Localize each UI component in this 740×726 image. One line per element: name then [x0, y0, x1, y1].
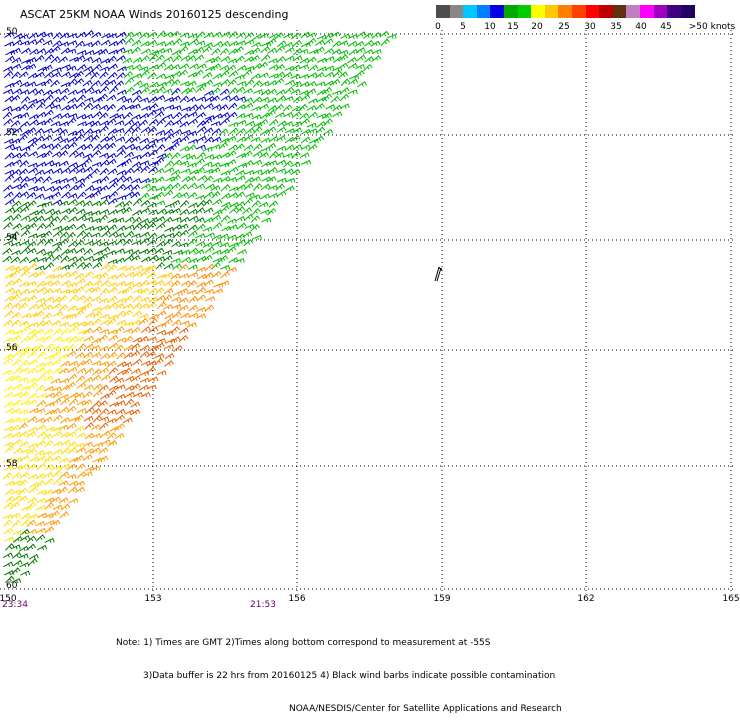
scale-swatch	[544, 5, 559, 18]
scale-swatch	[531, 5, 546, 18]
scale-label: >50 knots	[688, 22, 736, 32]
scale-swatch	[585, 5, 600, 18]
scale-label: 30	[584, 22, 596, 32]
wind-barbs	[122, 30, 397, 270]
scale-swatch	[463, 5, 478, 18]
wind-barb-map	[0, 30, 736, 592]
note-line-1: Note: 1) Times are GMT 2)Times along bot…	[116, 638, 491, 648]
scale-swatch	[504, 5, 519, 18]
scale-swatch	[680, 5, 695, 18]
isolated-barb	[434, 266, 443, 282]
scale-swatch	[599, 5, 614, 18]
scale-swatch	[436, 5, 451, 18]
scale-swatch	[653, 5, 668, 18]
time-label-start: 23:34	[2, 600, 28, 610]
scale-label: 10	[484, 22, 496, 32]
scale-label: 5	[460, 22, 466, 32]
map-title: ASCAT 25KM NOAA Winds 20160125 descendin…	[20, 8, 289, 21]
scale-label: 25	[558, 22, 570, 32]
lat-label-54: 54	[6, 233, 18, 243]
wind-barbs	[83, 326, 189, 431]
wind-barbs	[2, 424, 86, 542]
wind-barbs	[138, 263, 237, 328]
scale-label: 15	[507, 22, 519, 32]
note-line-2: 3)Data buffer is 22 hrs from 20160125 4)…	[143, 671, 556, 681]
lat-label-50: 50	[6, 27, 18, 37]
scale-swatch	[490, 5, 505, 18]
scale-swatch	[640, 5, 655, 18]
note-line-3: NOAA/NESDIS/Center for Satellite Applica…	[289, 704, 562, 714]
scale-label: 40	[635, 22, 647, 32]
contaminated-barb	[434, 266, 443, 282]
lon-label-162: 162	[577, 594, 595, 604]
wind-barbs	[3, 262, 174, 328]
wind-barbs	[2, 198, 214, 584]
lat-label-56: 56	[6, 343, 18, 353]
lon-label-150: 150	[0, 594, 17, 604]
lat-label-60: 60	[6, 581, 18, 591]
scale-swatch	[667, 5, 682, 18]
lon-label-156: 156	[288, 594, 306, 604]
wind-barbs	[18, 325, 141, 535]
scale-label: 20	[531, 22, 543, 32]
scale-label: 35	[610, 22, 622, 32]
wind-barb-swath	[2, 30, 397, 584]
lon-label-159: 159	[433, 594, 451, 604]
scale-swatch	[517, 5, 532, 18]
wind-barbs	[2, 30, 247, 206]
lon-label-153: 153	[144, 594, 162, 604]
scale-swatch	[572, 5, 587, 18]
time-label-end: 21:53	[250, 600, 276, 610]
scale-label: 0	[435, 22, 441, 32]
footnotes: Note: 1) Times are GMT 2)Times along bot…	[116, 616, 562, 726]
map-grid	[0, 30, 736, 592]
scale-swatch	[612, 5, 627, 18]
scale-swatch	[476, 5, 491, 18]
scale-label: 45	[660, 22, 672, 32]
lat-label-52: 52	[6, 128, 18, 138]
scale-swatch	[449, 5, 464, 18]
lon-label-165: 165	[722, 594, 740, 604]
scale-swatch	[558, 5, 573, 18]
scale-swatch	[626, 5, 641, 18]
lat-label-58: 58	[6, 459, 18, 469]
wind-barbs	[2, 325, 88, 424]
